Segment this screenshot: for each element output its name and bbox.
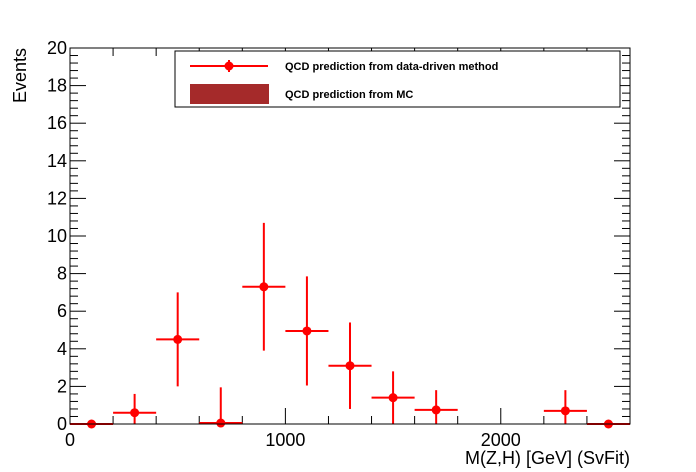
- point-marker: [302, 326, 312, 336]
- legend-entry-mc: QCD prediction from MC: [190, 84, 413, 104]
- point-marker: [173, 334, 183, 344]
- y-tick-label: 8: [57, 264, 67, 284]
- x-tick-label: 0: [65, 430, 75, 450]
- y-tick-label: 4: [57, 339, 67, 359]
- data-point: [285, 276, 329, 386]
- point-marker: [345, 361, 355, 371]
- y-tick-label: 12: [47, 188, 67, 208]
- point-marker: [560, 406, 570, 416]
- y-tick-label: 16: [47, 113, 67, 133]
- y-tick-label: 18: [47, 76, 67, 96]
- data-point: [371, 371, 415, 424]
- point-marker: [130, 408, 140, 418]
- x-axis-label: M(Z,H) [GeV] (SvFit): [465, 448, 630, 468]
- y-axis-label: Events: [10, 48, 30, 103]
- data-point: [156, 292, 200, 387]
- x-tick-label: 1000: [265, 430, 305, 450]
- y-tick-label: 2: [57, 376, 67, 396]
- legend-label: QCD prediction from data-driven method: [285, 61, 498, 73]
- x-tick-label: 2000: [481, 430, 521, 450]
- y-tick-label: 6: [57, 301, 67, 321]
- data-point: [242, 222, 286, 351]
- y-tick-label: 14: [47, 151, 67, 171]
- point-marker: [431, 405, 441, 415]
- point-marker: [388, 393, 398, 403]
- y-tick-label: 0: [57, 414, 67, 434]
- data-point: [328, 322, 372, 409]
- data-point: [414, 390, 458, 424]
- data-point: [113, 393, 157, 424]
- y-tick-label: 10: [47, 226, 67, 246]
- legend-label: QCD prediction from MC: [285, 89, 413, 101]
- legend-entry-data-driven: QCD prediction from data-driven method: [190, 60, 498, 73]
- data-point: [543, 390, 587, 424]
- plot-frame: [69, 47, 631, 425]
- legend-marker-dot: [224, 61, 234, 71]
- legend: QCD prediction from data-driven method Q…: [174, 50, 621, 108]
- point-marker: [259, 282, 269, 292]
- point-marker: [216, 418, 226, 428]
- y-tick-label: 20: [47, 38, 67, 58]
- legend-swatch: [190, 84, 269, 104]
- data-point: [199, 387, 243, 428]
